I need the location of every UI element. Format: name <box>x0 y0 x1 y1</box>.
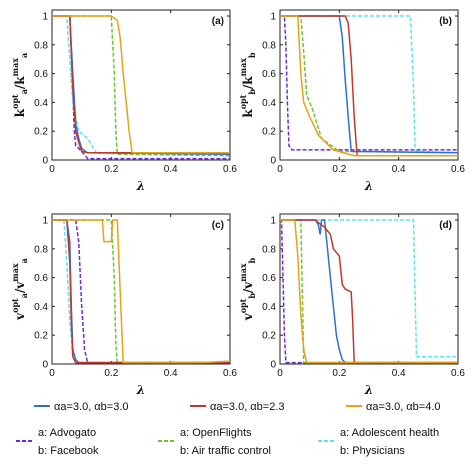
y-tick-label: 0.2 <box>262 127 276 138</box>
series-line-cyan <box>280 219 458 358</box>
y-tick-label: 0.4 <box>262 98 276 109</box>
panel-id: (a) <box>212 16 224 27</box>
plot-frame <box>51 9 231 161</box>
y-tick-label: 0 <box>270 360 276 371</box>
legend-label: a: Adolescent health <box>340 427 439 439</box>
series-line-blue <box>280 219 458 364</box>
series-line-purple <box>280 219 458 364</box>
y-tick-label: 1 <box>270 12 276 23</box>
series-line-orange <box>52 219 230 364</box>
series-line-red <box>52 15 230 154</box>
series-line-orange <box>52 15 230 154</box>
x-tick-label: 0.4 <box>392 164 406 175</box>
x-tick-label: 0.6 <box>451 368 465 379</box>
y-tick-label: 0 <box>42 156 48 167</box>
legend-label: a: OpenFlights <box>180 427 252 439</box>
y-tick-label: 0.6 <box>262 69 276 80</box>
series-line-blue <box>52 15 230 155</box>
series-line-purple <box>52 219 230 364</box>
series-line-red <box>280 15 458 157</box>
x-axis-label: λ <box>136 179 145 193</box>
x-tick-label: 0 <box>277 368 283 379</box>
legend: αa=3.0, αb=3.0 αa=3.0, αb=2.3 αa=3.0, αb=4… <box>16 401 441 457</box>
y-tick-label: 0.4 <box>34 302 48 313</box>
panel-d: 0 0.2 0.4 0.6 0.8 1 0 0.2 0.4 0.6 λ voptb/vmaxb (d) <box>238 213 465 397</box>
x-tick-label: 0.4 <box>392 368 406 379</box>
y-tick-label: 0.6 <box>262 273 276 284</box>
y-tick-label: 0.4 <box>34 98 48 109</box>
y-tick-label: 0 <box>42 360 48 371</box>
series-line-green <box>280 15 458 154</box>
panel-id: (d) <box>439 220 452 231</box>
y-axis-label: vopta/vmaxa <box>10 258 29 321</box>
legend-label: b: Physicians <box>340 445 405 457</box>
series-line-orange <box>280 219 458 364</box>
y-tick-label: 0.4 <box>262 302 276 313</box>
series-line-blue <box>280 15 458 154</box>
y-tick-label: 0.8 <box>34 244 48 255</box>
legend-label: αa=3.0, αb=2.3 <box>210 401 285 413</box>
legend-label: αa=3.0, αb=4.0 <box>366 401 441 413</box>
legend-label: b: Air traffic control <box>180 445 271 457</box>
x-tick-label: 0.6 <box>223 164 237 175</box>
x-tick-label: 0.2 <box>332 368 346 379</box>
series-line-red <box>280 219 458 364</box>
y-tick-label: 0.8 <box>262 244 276 255</box>
x-tick-label: 0.6 <box>451 164 465 175</box>
y-tick-label: 1 <box>42 216 48 227</box>
y-axis-label: voptb/vmaxb <box>238 257 257 321</box>
x-tick-label: 0.2 <box>104 164 118 175</box>
legend-label: a: Advogato <box>38 427 96 439</box>
series-line-purple <box>52 15 230 160</box>
series-line-cyan <box>52 15 230 155</box>
plot-frame <box>51 213 231 365</box>
series-line-cyan <box>280 15 458 154</box>
y-axis-label: kopta/kmaxa <box>10 53 29 117</box>
y-tick-label: 0 <box>270 156 276 167</box>
x-tick-label: 0.6 <box>223 368 237 379</box>
y-tick-label: 1 <box>42 12 48 23</box>
panel-c: 0 0.2 0.4 0.6 0.8 1 0 0.2 0.4 0.6 λ vopta/vmaxa (c) <box>10 213 237 397</box>
panel-id: (c) <box>212 220 224 231</box>
x-tick-label: 0 <box>49 164 55 175</box>
y-tick-label: 0.2 <box>262 331 276 342</box>
plot-frame <box>279 9 459 161</box>
y-tick-label: 0.8 <box>262 40 276 51</box>
panel-id: (b) <box>439 16 452 27</box>
x-tick-label: 0.4 <box>164 164 178 175</box>
x-tick-label: 0.2 <box>332 164 346 175</box>
x-tick-label: 0.4 <box>164 368 178 379</box>
y-tick-label: 0.2 <box>34 331 48 342</box>
y-tick-label: 0.8 <box>34 40 48 51</box>
panel-b: 0 0.2 0.4 0.6 0.8 1 0 0.2 0.4 0.6 λ koptb/kmaxb (b) <box>238 9 465 193</box>
y-tick-label: 0.6 <box>34 273 48 284</box>
series-line-purple <box>280 15 458 151</box>
y-axis-label: koptb/kmaxb <box>238 52 257 118</box>
legend-label: b: Facebook <box>38 445 99 457</box>
x-axis-label: λ <box>364 179 373 193</box>
y-tick-label: 1 <box>270 216 276 227</box>
x-tick-label: 0.2 <box>104 368 118 379</box>
x-tick-label: 0 <box>49 368 55 379</box>
plot-frame <box>279 213 459 365</box>
legend-label: αa=3.0, αb=3.0 <box>54 401 129 413</box>
y-tick-label: 0.6 <box>34 69 48 80</box>
series-line-orange <box>280 15 458 157</box>
x-axis-label: λ <box>136 383 145 397</box>
x-tick-label: 0 <box>277 164 283 175</box>
series-line-green <box>280 219 458 364</box>
x-axis-label: λ <box>364 383 373 397</box>
panel-a: 0 0.2 0.4 0.6 0.8 1 0 0.2 0.4 0.6 λ kopta/kmaxa (a) <box>10 9 237 193</box>
y-tick-label: 0.2 <box>34 127 48 138</box>
